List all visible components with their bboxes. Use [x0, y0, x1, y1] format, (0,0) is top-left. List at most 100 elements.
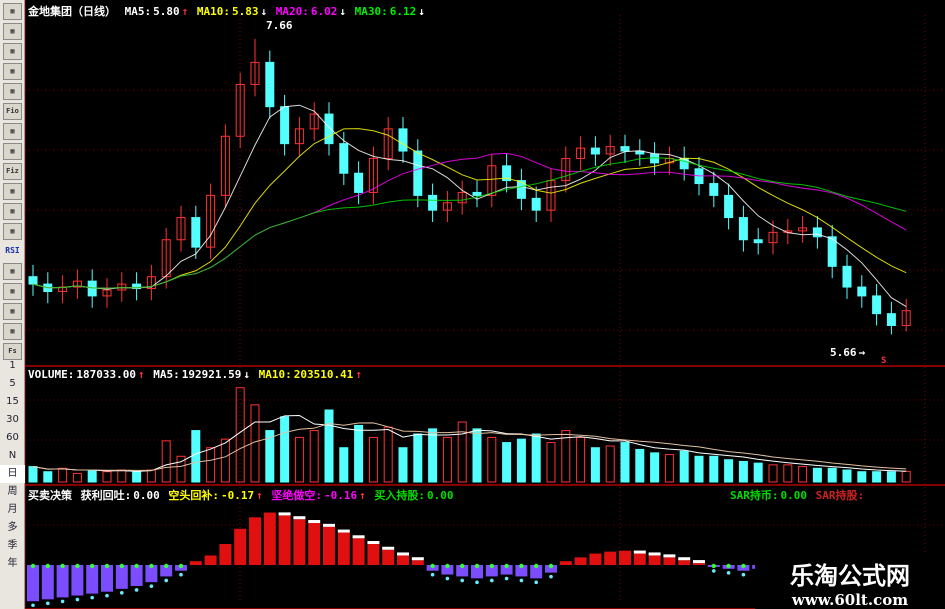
candle-down — [265, 61, 275, 108]
volume-value: 187033.00 — [76, 368, 136, 381]
candle-up — [368, 157, 378, 193]
indicator-bar-negative — [530, 565, 543, 579]
period-2[interactable]: 15 — [6, 396, 19, 407]
briefcase-icon: ▦ — [10, 147, 15, 155]
fiz-button[interactable]: Fiz — [3, 163, 22, 180]
ma10-line — [32, 128, 907, 289]
fio-button[interactable]: Fio — [3, 103, 22, 120]
indicator-bar-negative — [101, 565, 113, 592]
rsi-button[interactable]: RSI — [5, 246, 20, 255]
volume-bar — [176, 455, 186, 483]
trend-dot — [90, 595, 94, 600]
candlestick-button[interactable]: ▦ — [3, 63, 22, 80]
trend-dot — [712, 569, 716, 573]
indicator-bar-negative — [441, 565, 454, 575]
zero-dot — [90, 563, 95, 569]
zero-dot — [134, 563, 139, 569]
layout-button[interactable]: ▦ — [3, 3, 22, 20]
wave-button[interactable]: ▦ — [3, 223, 22, 240]
trend-dot — [134, 588, 139, 592]
indicator-bar-negative — [500, 565, 513, 575]
zoom-button[interactable]: ▦ — [3, 203, 22, 220]
period-11[interactable]: 年 — [7, 558, 18, 569]
fs-button[interactable]: Fs — [3, 343, 22, 360]
indicator-bar-negative — [160, 565, 173, 577]
indicator-bar-positive — [559, 561, 572, 565]
ma5-label: MA5: — [124, 5, 152, 18]
period-3[interactable]: 30 — [6, 414, 19, 425]
volume-bar — [294, 436, 304, 483]
arrow-up-icon: ↑ — [181, 5, 189, 18]
candle-up — [176, 217, 186, 241]
candle-down — [191, 217, 201, 248]
trend-dot — [46, 601, 50, 606]
period-4[interactable]: 60 — [6, 432, 19, 443]
indicator-name: 买卖决策 — [28, 489, 72, 502]
line-chart-button[interactable]: ▦ — [3, 43, 22, 60]
indicator-cap — [323, 523, 335, 527]
watermark-title: 乐淘公式网 — [790, 562, 910, 590]
indicator-bar-positive — [633, 553, 646, 565]
volume-bar — [354, 424, 364, 483]
stock-chart[interactable] — [25, 0, 945, 609]
volume-bar — [428, 428, 438, 483]
bars-button[interactable]: ▦ — [3, 23, 22, 40]
volume-bar — [738, 460, 748, 483]
indicator-bar-negative — [115, 565, 128, 589]
indicator-bar-positive — [382, 549, 395, 565]
candle-down — [650, 153, 660, 164]
period-6[interactable]: 日 — [0, 465, 25, 483]
period-10[interactable]: 季 — [7, 540, 18, 551]
zero-dot — [460, 563, 465, 569]
bars-icon: ▦ — [10, 27, 15, 35]
volume-bar — [842, 469, 852, 483]
s-button[interactable]: ▦ — [3, 263, 22, 280]
volume-bar — [87, 469, 97, 483]
candle-down — [872, 295, 882, 315]
indicator-bar-positive — [249, 517, 261, 565]
profit-taking-value: 0.00 — [133, 489, 160, 502]
zero-dot — [474, 563, 480, 569]
formula-button[interactable]: ▦ — [3, 183, 22, 200]
move-button[interactable]: ▦ — [3, 283, 22, 300]
candle-up — [72, 280, 82, 288]
volume-bar — [857, 471, 867, 483]
ma30-value: 6.12 — [389, 5, 417, 18]
indicator-bar-positive — [263, 512, 276, 565]
briefcase-button[interactable]: ▦ — [3, 143, 22, 160]
indicator-bar-negative — [471, 565, 483, 579]
trend-dot — [120, 591, 124, 595]
period-8[interactable]: 月 — [7, 504, 18, 515]
candle-up — [294, 128, 304, 145]
indicator-bar-positive — [693, 563, 705, 565]
volume-bar — [531, 433, 541, 483]
pencil-icon: ▦ — [10, 327, 15, 335]
volume-bar — [679, 450, 689, 483]
period-5[interactable]: N — [8, 450, 17, 461]
export-button[interactable]: ▦ — [3, 303, 22, 320]
indicator-cap — [278, 512, 291, 516]
period-0[interactable]: 1 — [9, 360, 16, 371]
indicator-cap — [633, 550, 646, 554]
panel-button[interactable]: ▦ — [3, 123, 22, 140]
arrow-down-icon: ↓ — [243, 368, 250, 381]
indicator-bar-negative — [485, 565, 498, 577]
candle-up — [487, 165, 497, 196]
indicator-bar-negative — [456, 565, 469, 577]
period-1[interactable]: 5 — [9, 378, 16, 389]
candle-down — [280, 106, 290, 145]
candle-up — [146, 276, 156, 290]
high-annotation: 7.66 — [266, 19, 293, 32]
period-9[interactable]: 多 — [7, 522, 18, 533]
trend-dot — [549, 574, 553, 579]
left-toolbar: ▦ ▦ ▦ ▦ ▦ Fio ▦ ▦ Fiz ▦ ▦ ▦ RSI ▦ ▦ ▦ ▦ Fs 1 5 15 30 60 N 日周月多季… — [0, 0, 25, 609]
indicator-bar-positive — [323, 526, 335, 565]
volume-bar — [43, 471, 53, 483]
period-7[interactable]: 周 — [7, 486, 18, 497]
candle-down — [753, 239, 763, 244]
indicator-bar-negative — [71, 565, 84, 596]
window-button[interactable]: ▦ — [3, 83, 22, 100]
candle-down — [842, 265, 852, 288]
volume-bar — [383, 426, 393, 483]
pencil-button[interactable]: ▦ — [3, 323, 22, 340]
